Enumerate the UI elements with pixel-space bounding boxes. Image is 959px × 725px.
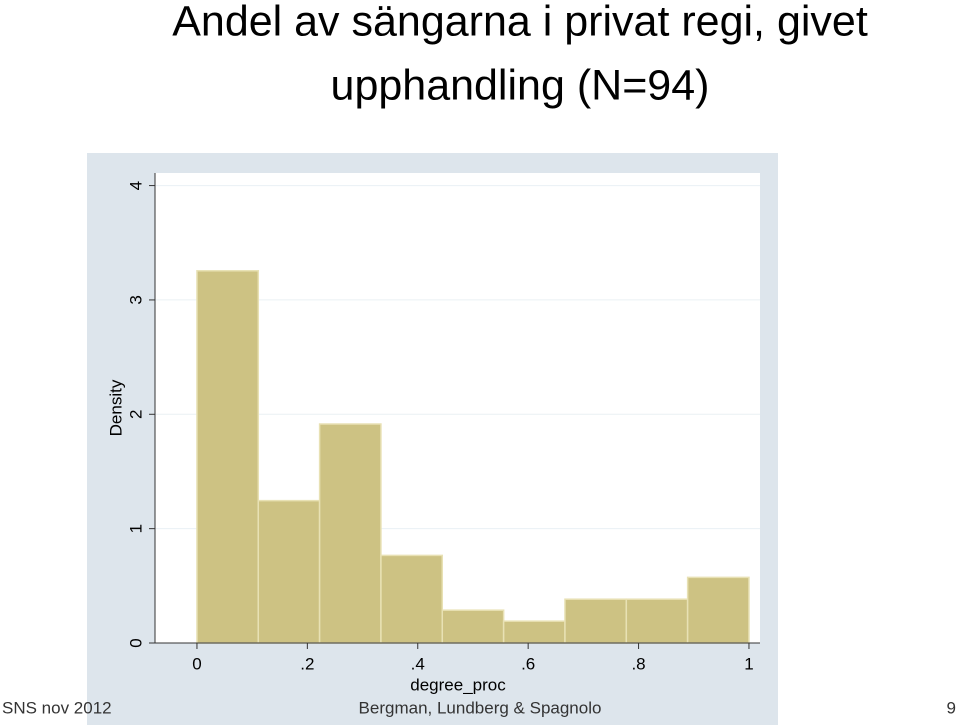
footer-center: Bergman, Lundberg & Spagnolo [359,698,602,717]
bar [257,499,321,644]
y-tick-label: 4 [126,181,145,190]
x-tick-label: 1 [744,654,753,673]
bar [318,423,382,644]
y-tick-label: 1 [126,524,145,533]
y-axis-label: Density [106,379,125,436]
x-axis-label: degree_proc [410,675,506,694]
x-tick-label: .6 [521,654,535,673]
y-tick-label: 0 [126,638,145,647]
bar [564,598,628,644]
x-tick-label: .4 [411,654,425,673]
y-tick-label: 3 [126,295,145,304]
bar [380,554,444,644]
bar [686,576,750,644]
x-tick-label: .2 [300,654,314,673]
page-number: 9 [947,698,956,717]
chart-title: upphandling (N=94) [331,61,710,109]
bar [502,620,566,644]
x-tick-label: 0 [192,654,201,673]
x-tick-label: .8 [631,654,645,673]
chart-title: Andel av sängarna i privat regi, givet [172,0,868,45]
footer-left: SNS nov 2012 [2,698,112,717]
bar [625,598,689,644]
bar [196,270,260,644]
bar [441,609,505,644]
y-tick-label: 2 [126,410,145,419]
